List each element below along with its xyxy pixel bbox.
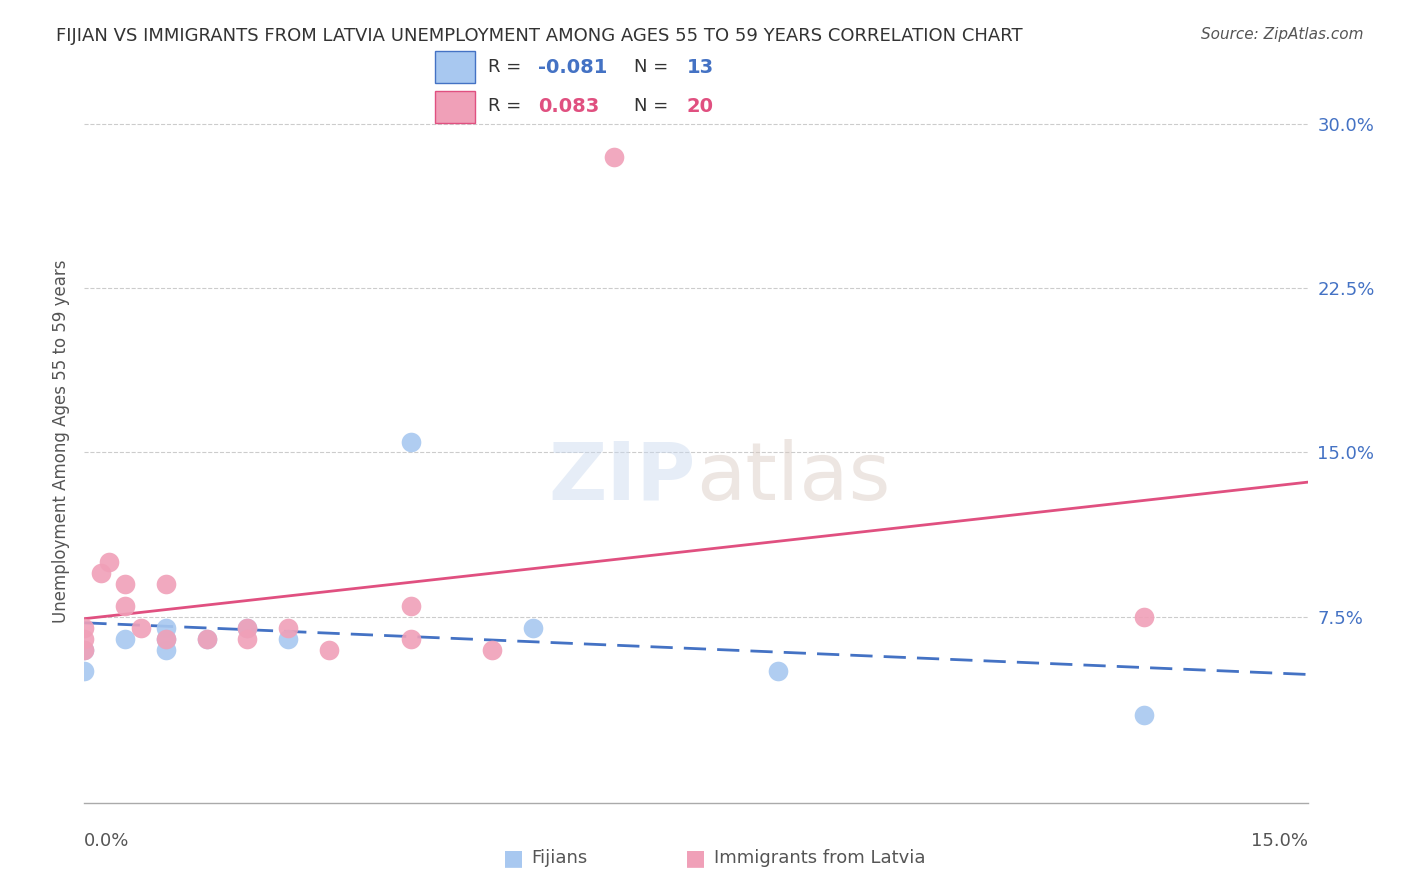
Text: ■: ■ xyxy=(686,848,706,868)
Point xyxy=(131,621,153,635)
Point xyxy=(399,632,422,646)
Point xyxy=(155,577,177,591)
Point xyxy=(277,621,299,635)
Text: 13: 13 xyxy=(686,58,714,77)
Text: 0.083: 0.083 xyxy=(538,97,599,116)
Point xyxy=(522,621,544,635)
Point xyxy=(73,665,96,679)
Text: Fijians: Fijians xyxy=(531,849,588,867)
FancyBboxPatch shape xyxy=(436,52,475,83)
Point xyxy=(114,599,136,613)
Point xyxy=(155,642,177,657)
Point xyxy=(97,555,120,569)
Point xyxy=(236,632,259,646)
Point xyxy=(603,150,626,164)
Text: N =: N = xyxy=(634,59,673,77)
Point xyxy=(481,642,503,657)
Text: ZIP: ZIP xyxy=(548,439,696,516)
Text: ■: ■ xyxy=(503,848,523,868)
Y-axis label: Unemployment Among Ages 55 to 59 years: Unemployment Among Ages 55 to 59 years xyxy=(52,260,70,624)
Point xyxy=(236,621,259,635)
Text: Immigrants from Latvia: Immigrants from Latvia xyxy=(714,849,925,867)
Point xyxy=(155,621,177,635)
Text: FIJIAN VS IMMIGRANTS FROM LATVIA UNEMPLOYMENT AMONG AGES 55 TO 59 YEARS CORRELAT: FIJIAN VS IMMIGRANTS FROM LATVIA UNEMPLO… xyxy=(56,27,1024,45)
Point xyxy=(155,632,177,646)
Point xyxy=(277,632,299,646)
Point xyxy=(73,642,96,657)
Text: -0.081: -0.081 xyxy=(538,58,607,77)
Text: 0.0%: 0.0% xyxy=(84,831,129,850)
Point xyxy=(318,642,340,657)
Point xyxy=(399,599,422,613)
Point xyxy=(73,632,96,646)
Point xyxy=(73,642,96,657)
Point xyxy=(399,434,422,449)
Point xyxy=(1133,708,1156,723)
Text: N =: N = xyxy=(634,97,673,115)
Point xyxy=(1133,609,1156,624)
Text: 15.0%: 15.0% xyxy=(1250,831,1308,850)
Point xyxy=(195,632,218,646)
Text: atlas: atlas xyxy=(696,439,890,516)
Point xyxy=(195,632,218,646)
Point xyxy=(114,632,136,646)
FancyBboxPatch shape xyxy=(436,91,475,122)
Text: 20: 20 xyxy=(686,97,714,116)
Text: R =: R = xyxy=(488,59,527,77)
Text: Source: ZipAtlas.com: Source: ZipAtlas.com xyxy=(1201,27,1364,42)
Point xyxy=(766,665,789,679)
Point xyxy=(114,577,136,591)
Point xyxy=(155,632,177,646)
Point xyxy=(73,621,96,635)
Point xyxy=(90,566,112,580)
Text: R =: R = xyxy=(488,97,527,115)
Point xyxy=(236,621,259,635)
